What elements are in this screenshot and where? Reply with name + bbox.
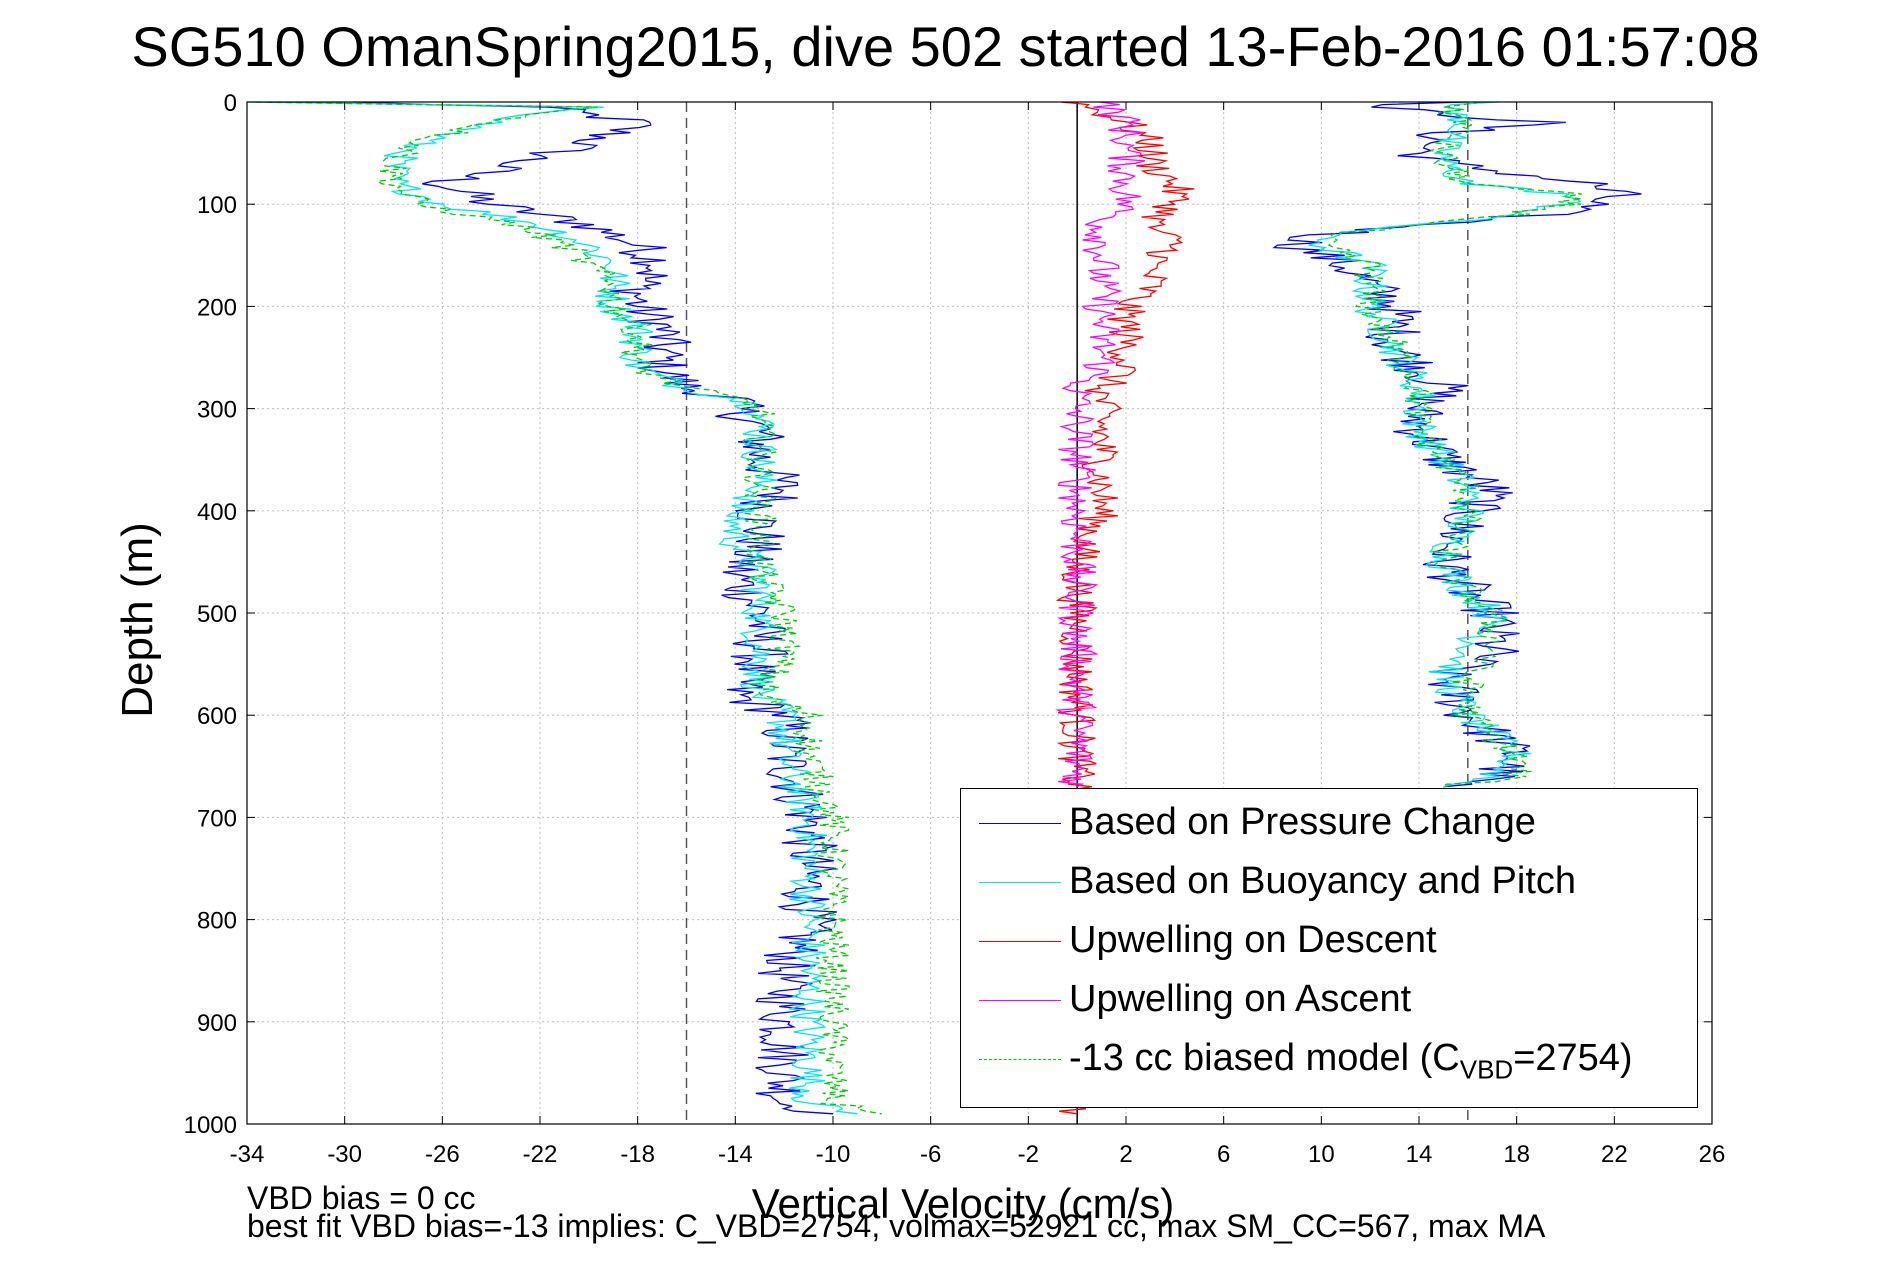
legend-item-pressure: Based on Pressure Change [961, 797, 1697, 847]
y-tick-label: 800 [197, 908, 237, 935]
x-tick-label: 26 [1699, 1141, 1726, 1168]
y-tick-label: 0 [224, 90, 237, 117]
legend-swatch-pressure [979, 823, 1061, 824]
x-tick-label: -34 [230, 1141, 265, 1168]
y-tick-label: 900 [197, 1010, 237, 1037]
legend-item-ascent: Upwelling on Ascent [961, 974, 1697, 1024]
y-tick-label: 700 [197, 805, 237, 832]
x-tick-label: 22 [1601, 1141, 1628, 1168]
y-axis-label: Depth (m) [113, 522, 162, 718]
legend-item-descent: Upwelling on Descent [961, 915, 1697, 965]
series-line-3 [1055, 101, 1146, 788]
series-line-0 [353, 101, 838, 1115]
x-tick-label: -14 [718, 1141, 753, 1168]
x-axis-label: Vertical Velocity (cm/s) [751, 1180, 1175, 1227]
vbd-bias-note: VBD bias = 0 cc [247, 1180, 476, 1216]
y-tick-label: 100 [197, 192, 237, 219]
legend-swatch-model [979, 1059, 1061, 1060]
legend-label-buoyancy: Based on Buoyancy and Pitch [1069, 860, 1577, 902]
legend-label-pressure: Based on Pressure Change [1069, 801, 1536, 843]
series-line-1 [248, 101, 858, 1115]
legend-item-buoyancy: Based on Buoyancy and Pitch [961, 856, 1697, 906]
chart-title: SG510 OmanSpring2015, dive 502 started 1… [131, 15, 1760, 78]
legend: Based on Pressure Change Based on Buoyan… [960, 788, 1698, 1108]
legend-label-descent: Upwelling on Descent [1069, 919, 1437, 961]
y-tick-label: 400 [197, 499, 237, 526]
legend-swatch-buoyancy [979, 882, 1061, 883]
x-tick-label: 10 [1308, 1141, 1335, 1168]
x-tick-label: -18 [620, 1141, 655, 1168]
x-tick-label: -30 [327, 1141, 362, 1168]
best-fit-note: best fit VBD bias=-13 implies: C_VBD=275… [247, 1208, 1546, 1244]
x-tick-label: 18 [1503, 1141, 1530, 1168]
y-tick-label: 300 [197, 397, 237, 424]
x-tick-label: -6 [920, 1141, 941, 1168]
x-tick-label: -10 [816, 1141, 851, 1168]
series-line-1 [1308, 101, 1582, 788]
x-tick-label: -22 [523, 1141, 558, 1168]
y-tick-label: 600 [197, 703, 237, 730]
series-line-4 [256, 101, 882, 1115]
legend-item-model: -13 cc biased model (CVBD=2754) [961, 1033, 1697, 1085]
legend-swatch-descent [979, 941, 1061, 942]
x-tick-label: -2 [1018, 1141, 1039, 1168]
series-line-0 [1272, 101, 1642, 788]
axis-ticks: -34 -30 -26 -22 -18 -14 -10 -6 -2 2 6 10 14 18 22 26010… [184, 90, 1726, 1168]
legend-swatch-ascent [979, 1000, 1061, 1001]
legend-label-model: -13 cc biased model (CVBD=2754) [1069, 1037, 1633, 1085]
legend-label-ascent: Upwelling on Ascent [1069, 978, 1412, 1020]
y-tick-label: 1000 [184, 1112, 237, 1139]
y-tick-label: 200 [197, 294, 237, 321]
y-tick-label: 500 [197, 601, 237, 628]
x-tick-label: -26 [425, 1141, 460, 1168]
series-line-4 [1327, 101, 1583, 788]
x-tick-label: 2 [1119, 1141, 1132, 1168]
x-tick-label: 14 [1406, 1141, 1433, 1168]
x-tick-label: 6 [1217, 1141, 1230, 1168]
axes-box [246, 101, 1713, 1125]
